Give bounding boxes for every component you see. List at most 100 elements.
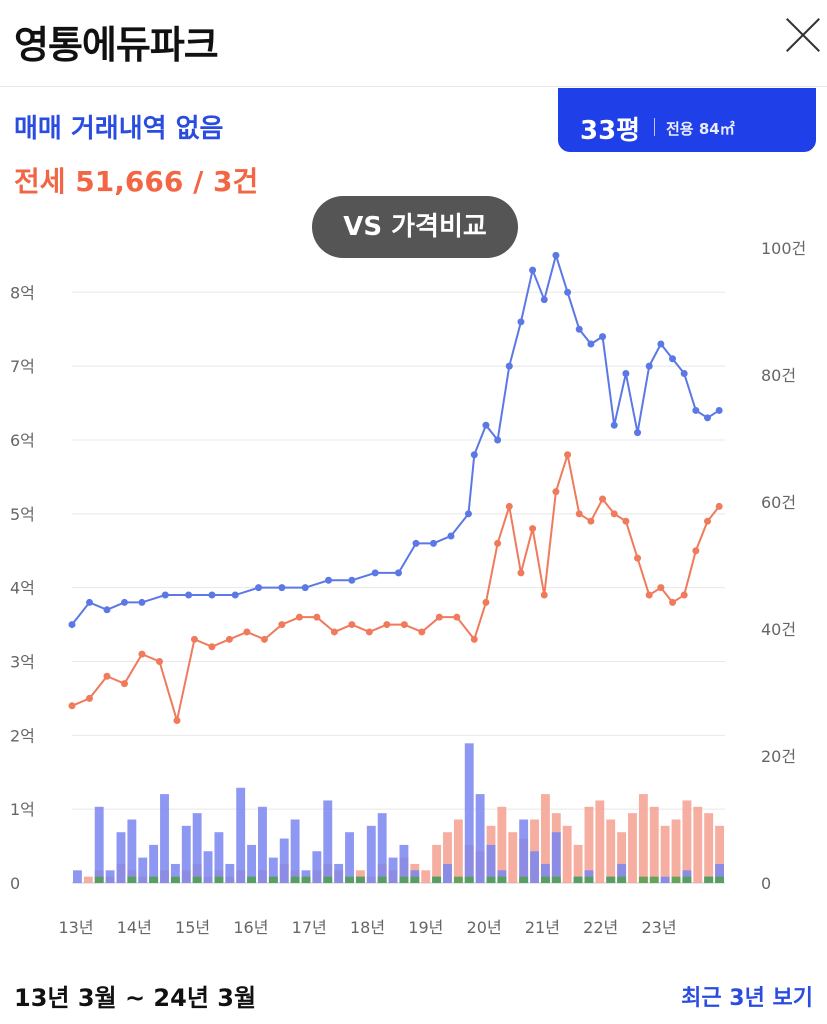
volume-bar xyxy=(214,832,224,883)
volume-bar xyxy=(149,844,159,883)
sale-price-line xyxy=(71,251,720,626)
volume-bar xyxy=(715,825,724,883)
volume-bar xyxy=(334,863,344,883)
volume-bar xyxy=(453,819,463,883)
sale-price-point xyxy=(517,318,525,326)
volume-bar xyxy=(355,876,365,883)
sale-price-point xyxy=(208,591,216,599)
volume-bar xyxy=(606,876,616,883)
jeonse-price-point xyxy=(330,628,338,636)
jeonse-price-point xyxy=(348,621,356,629)
sale-price-point xyxy=(680,370,688,378)
volume-bar xyxy=(497,806,507,883)
sale-price-point xyxy=(482,421,490,429)
jeonse-price-point xyxy=(470,635,478,643)
sale-price-point xyxy=(301,584,309,592)
volume-bar xyxy=(540,876,550,883)
volume-bar xyxy=(649,806,659,883)
volume-bar xyxy=(377,813,387,883)
x-tick-label: 19년 xyxy=(408,918,443,937)
volume-bar xyxy=(497,876,507,883)
volume-bar xyxy=(225,863,235,883)
x-tick-label: 15년 xyxy=(175,918,210,937)
volume-bar xyxy=(290,819,300,883)
close-icon[interactable] xyxy=(783,14,823,54)
sale-price-point xyxy=(371,569,379,577)
jeonse-price-point xyxy=(587,517,595,525)
sale-price-point xyxy=(447,532,455,540)
volume-bar xyxy=(345,876,354,883)
volume-bar xyxy=(127,819,137,883)
volume-bar xyxy=(617,832,627,883)
volume-bar xyxy=(475,794,485,883)
sale-price-point xyxy=(85,598,93,606)
volume-bar xyxy=(693,806,703,883)
sale-price-point xyxy=(255,584,263,592)
volume-bar xyxy=(258,806,267,883)
sale-price-point xyxy=(505,362,513,370)
jeonse-price-point xyxy=(435,613,443,621)
volume-bar xyxy=(715,863,724,883)
y-tick-label: 4억 xyxy=(10,579,35,598)
volume-bar xyxy=(94,876,104,883)
page-title: 영통에듀파크 xyxy=(14,23,219,67)
compare-button[interactable]: VS 가격비교 xyxy=(312,196,518,258)
sale-price-point xyxy=(138,598,146,606)
volume-bar xyxy=(562,825,572,883)
jeonse-price-point xyxy=(190,635,198,643)
jeonse-price-point xyxy=(517,569,525,577)
y-tick-label: 3억 xyxy=(10,652,35,671)
sale-price-point xyxy=(348,576,356,584)
sale-price-point xyxy=(587,340,595,348)
volume-bar xyxy=(399,876,409,883)
sale-price-point xyxy=(231,591,239,599)
size-selector-button[interactable]: 33평 전용 84㎡ xyxy=(558,88,816,152)
divider xyxy=(654,118,655,136)
volume-bar xyxy=(247,876,257,883)
jeonse-price-point xyxy=(645,591,653,599)
volume-bar xyxy=(606,819,616,883)
volume-bar xyxy=(595,800,605,883)
volume-bar xyxy=(323,800,333,883)
jeonse-price-point xyxy=(243,628,251,636)
sale-price-point xyxy=(412,539,420,547)
volume-bar xyxy=(486,876,496,883)
sale-price-point xyxy=(715,406,723,414)
sale-price-point xyxy=(470,451,478,459)
volume-bar xyxy=(671,876,681,883)
sale-price-point xyxy=(529,266,537,274)
volume-bar xyxy=(704,876,714,883)
sale-price-point xyxy=(429,539,437,547)
volume-bar xyxy=(540,794,550,883)
sale-price-point xyxy=(494,436,502,444)
volume-bar xyxy=(628,813,637,883)
volume-bar xyxy=(660,825,670,883)
jeonse-price-point xyxy=(260,635,268,643)
sale-price-point xyxy=(575,325,583,333)
y-tick-label: 8억 xyxy=(10,283,35,302)
sale-price-point xyxy=(120,598,128,606)
y2-tick-label: 20건 xyxy=(761,747,796,766)
sale-price-point xyxy=(634,429,642,437)
y-tick-label: 0 xyxy=(10,874,20,893)
volume-bar xyxy=(682,800,692,883)
volume-bar xyxy=(301,876,311,883)
volume-bar xyxy=(432,876,442,883)
volume-bar xyxy=(366,825,376,883)
jeonse-price-point xyxy=(564,451,572,459)
volume-bar xyxy=(530,851,539,883)
sale-price-point xyxy=(657,340,665,348)
volume-bar xyxy=(617,876,627,883)
volume-bar xyxy=(127,876,137,883)
y2-tick-label: 60건 xyxy=(761,493,796,512)
volume-bar xyxy=(268,857,278,883)
volume-bar xyxy=(377,876,387,883)
volume-bar xyxy=(214,876,224,883)
volume-bar xyxy=(432,844,442,883)
recent-3y-link[interactable]: 최근 3년 보기 xyxy=(681,986,813,1011)
volume-bar xyxy=(638,876,648,883)
volume-bar xyxy=(704,813,714,883)
volume-bar xyxy=(573,844,583,883)
volume-bar xyxy=(247,844,257,883)
x-tick-label: 13년 xyxy=(58,918,93,937)
